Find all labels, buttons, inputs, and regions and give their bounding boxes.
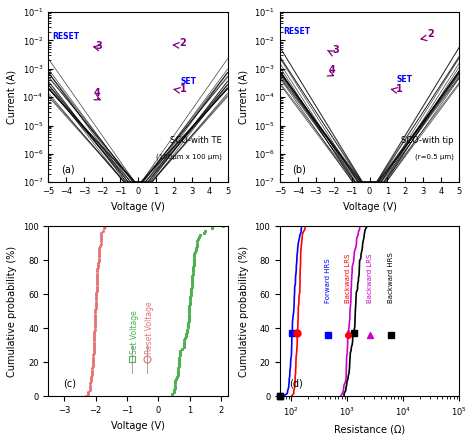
Text: SET: SET — [396, 75, 412, 84]
Text: (r=0.5 μm): (r=0.5 μm) — [415, 153, 454, 160]
Text: 4: 4 — [328, 65, 335, 75]
Text: Set Voltage: Set Voltage — [130, 310, 139, 354]
Text: RESET: RESET — [283, 27, 310, 37]
Text: 4: 4 — [93, 88, 100, 98]
Text: Backward LRS: Backward LRS — [345, 254, 351, 303]
Y-axis label: Cumulative probability (%): Cumulative probability (%) — [8, 246, 18, 377]
Text: 3: 3 — [332, 45, 339, 56]
Text: 2: 2 — [179, 38, 186, 48]
Text: 1: 1 — [396, 84, 403, 94]
X-axis label: Resistance (Ω): Resistance (Ω) — [334, 424, 405, 434]
Text: (b): (b) — [292, 164, 306, 174]
X-axis label: Voltage (V): Voltage (V) — [111, 202, 165, 212]
Text: 1: 1 — [180, 84, 187, 94]
Text: (c): (c) — [63, 378, 76, 388]
Text: Backward HRS: Backward HRS — [388, 252, 394, 303]
Text: 2: 2 — [427, 29, 434, 39]
Text: Backward LRS: Backward LRS — [366, 254, 373, 303]
Text: SCO-with TE: SCO-with TE — [171, 136, 222, 145]
Y-axis label: Current (A): Current (A) — [238, 70, 248, 124]
Text: SET: SET — [180, 77, 196, 86]
X-axis label: Voltage (V): Voltage (V) — [343, 202, 396, 212]
Text: SCO-with tip: SCO-with tip — [401, 136, 454, 145]
Text: 3: 3 — [95, 41, 102, 51]
Text: (d): (d) — [289, 378, 303, 388]
Y-axis label: Current (A): Current (A) — [7, 70, 17, 124]
X-axis label: Voltage (V): Voltage (V) — [111, 421, 165, 431]
Text: (a): (a) — [61, 164, 74, 174]
Text: Forward HRS: Forward HRS — [325, 258, 331, 303]
Text: RESET: RESET — [52, 32, 79, 41]
Y-axis label: Cumulative probability (%): Cumulative probability (%) — [239, 246, 249, 377]
Text: Reset Voltage: Reset Voltage — [146, 301, 155, 354]
Text: (100μm x 100 μm): (100μm x 100 μm) — [156, 153, 222, 160]
